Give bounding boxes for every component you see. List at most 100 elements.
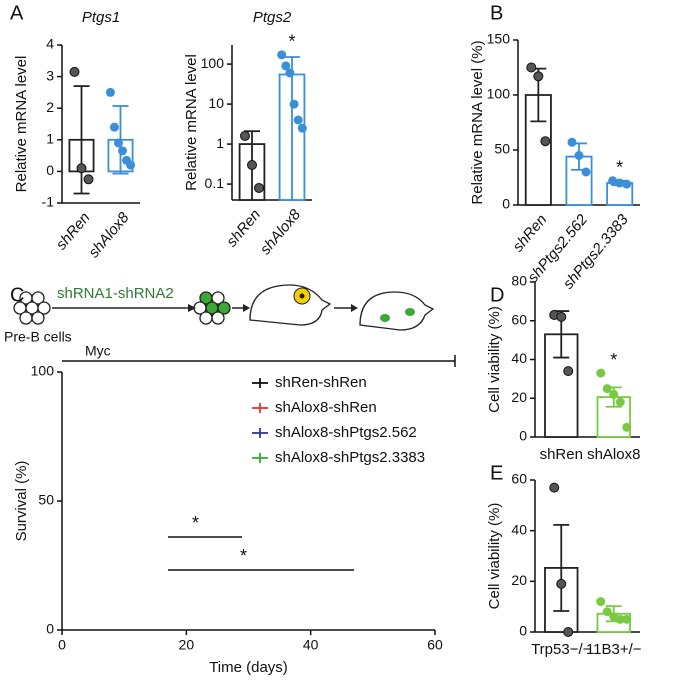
- data-point: [581, 167, 591, 177]
- construct-label: shRNA1-shRNA2: [57, 285, 174, 302]
- legend-label: shAlox8-shPtgs2.562: [275, 424, 417, 441]
- data-point: [285, 68, 295, 78]
- y-axis-label: Relative mRNA level (%): [469, 40, 486, 204]
- x-tick-label: 0: [58, 637, 66, 653]
- sig-star: *: [240, 546, 247, 566]
- data-point: [109, 122, 119, 132]
- panel-label: C: [10, 284, 24, 306]
- data-point: [615, 614, 625, 624]
- y-tick-label: 0: [46, 162, 54, 178]
- y-tick-label: 80: [511, 273, 527, 289]
- myc-label: Myc: [85, 343, 111, 359]
- data-point: [622, 422, 632, 432]
- y-tick-label: 0: [519, 428, 527, 444]
- data-point: [289, 99, 299, 109]
- y-tick-label: 150: [487, 31, 511, 47]
- chart-title: Ptgs2: [253, 9, 292, 26]
- x-tick-label: 60: [427, 637, 443, 653]
- data-point: [293, 115, 303, 125]
- x-tick-label: shRen: [540, 446, 583, 463]
- x-tick-label: 40: [303, 637, 319, 653]
- panel-label: B: [490, 2, 503, 24]
- y-tick-label: 0: [519, 623, 527, 639]
- data-point: [533, 71, 544, 82]
- x-tick-label: shRen: [510, 211, 551, 255]
- legend-label: shAlox8-shPtgs2.3383: [275, 449, 425, 466]
- data-point: [602, 384, 612, 394]
- y-tick-label: 100: [31, 363, 55, 379]
- legend-label: shRen-shRen: [275, 374, 367, 391]
- x-tick-label: 20: [179, 637, 195, 653]
- x-tick-label: 11B3+/−: [586, 641, 642, 658]
- y-tick-label: 40: [511, 521, 527, 537]
- data-point: [602, 607, 612, 617]
- data-point: [563, 627, 574, 637]
- data-point: [596, 368, 606, 378]
- data-point: [540, 136, 551, 147]
- legend-label: shAlox8-shRen: [275, 399, 377, 416]
- y-tick-label: 20: [511, 389, 527, 405]
- x-tick-label: shAlox8: [587, 446, 640, 463]
- y-tick-label: 50: [38, 492, 54, 508]
- y-tick-label: 0: [46, 621, 54, 637]
- panel-label: E: [490, 462, 503, 484]
- data-point: [622, 614, 632, 624]
- data-point: [69, 66, 80, 77]
- data-point: [105, 87, 115, 97]
- data-point: [609, 389, 619, 399]
- sig-star: *: [192, 513, 199, 533]
- data-point: [567, 137, 577, 147]
- data-point: [622, 179, 632, 189]
- data-point: [76, 163, 87, 174]
- data-point: [615, 178, 625, 188]
- significance: *: [616, 158, 623, 178]
- data-point: [113, 138, 123, 148]
- y-tick-label: 60: [511, 311, 527, 327]
- data-point: [574, 151, 584, 160]
- data-point: [83, 174, 94, 185]
- data-point: [556, 578, 567, 589]
- data-point: [297, 123, 307, 133]
- data-point: [118, 146, 128, 156]
- y-tick-label: 100: [487, 86, 511, 102]
- y-tick-label: 60: [511, 471, 527, 487]
- data-point: [596, 597, 606, 607]
- schematic: [13, 284, 435, 331]
- y-tick-label: 1: [46, 131, 54, 147]
- panel-label: D: [490, 284, 504, 306]
- data-point: [563, 366, 574, 377]
- data-point: [281, 61, 291, 71]
- y-tick-label: 0.1: [205, 175, 225, 191]
- significance: *: [610, 350, 617, 370]
- y-axis-label: Relative mRNA level: [183, 54, 200, 191]
- cells-label: Pre-B cells: [4, 329, 72, 345]
- data-point: [608, 176, 618, 186]
- y-tick-label: 40: [511, 350, 527, 366]
- data-point: [126, 160, 136, 170]
- data-point: [526, 62, 537, 73]
- x-tick-label: Trp53−/−: [531, 641, 592, 658]
- y-tick-label: 20: [511, 572, 527, 588]
- y-tick-label: 2: [46, 99, 54, 115]
- y-tick-label: 3: [46, 67, 54, 83]
- data-point: [615, 397, 625, 407]
- y-tick-label: 50: [494, 141, 510, 157]
- significance: *: [288, 32, 295, 52]
- data-point: [277, 50, 287, 60]
- data-point: [247, 159, 257, 170]
- x-tick-label: shRen: [223, 206, 264, 250]
- data-point: [254, 182, 264, 193]
- y-tick-label: 1: [216, 135, 224, 151]
- data-point: [549, 482, 560, 493]
- data-point: [240, 130, 250, 141]
- y-tick-label: -1: [42, 194, 55, 210]
- chart-title: Ptgs1: [82, 9, 120, 26]
- data-point: [556, 311, 567, 322]
- y-tick-label: 0: [502, 196, 510, 212]
- y-axis-label: Cell viability (%): [486, 306, 503, 413]
- x-axis-label: Time (days): [209, 659, 288, 676]
- y-axis-label: Cell viability (%): [486, 503, 503, 610]
- panel-label: A: [10, 2, 24, 24]
- y-tick-label: 4: [46, 36, 54, 52]
